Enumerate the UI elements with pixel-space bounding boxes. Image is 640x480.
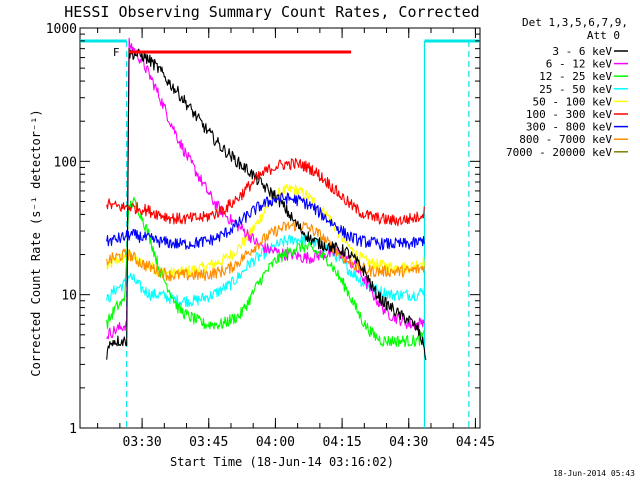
- plot-frame: [79, 27, 481, 429]
- legend-item: 800 - 7000 keV: [519, 133, 628, 146]
- series-line: [106, 47, 427, 361]
- y-tick-label: 1: [69, 422, 77, 437]
- legend-label: 12 - 25 keV: [539, 70, 612, 83]
- series-line: [106, 221, 425, 282]
- series-line: [106, 233, 425, 308]
- legend-header-line-2: Att 0: [587, 29, 620, 42]
- footer-timestamp: 18-Jun-2014 05:43: [553, 469, 635, 478]
- legend-item: 300 - 800 keV: [526, 121, 628, 134]
- legend-header-line-1: Det 1,3,5,6,7,9,: [522, 16, 628, 29]
- legend-label: 300 - 800 keV: [526, 121, 612, 134]
- legend-item: 100 - 300 keV: [526, 108, 628, 121]
- spacecraft-night-markers: [80, 39, 480, 428]
- legend-item: 3 - 6 keV: [552, 45, 628, 58]
- legend-label: 800 - 7000 keV: [519, 133, 612, 146]
- series-layer: [106, 37, 427, 361]
- axes: 1 10 100 1000 03:30 03:45 04:00 04:15 04:30 04:45: [46, 22, 495, 450]
- legend-label: 25 - 50 keV: [539, 83, 612, 96]
- legend-label: 100 - 300 keV: [526, 108, 612, 121]
- x-tick-label: 03:30: [123, 435, 162, 450]
- legend-item: 6 - 12 keV: [546, 58, 628, 71]
- flare-marker: F: [113, 46, 352, 59]
- x-tick-label: 04:00: [256, 435, 295, 450]
- legend-item: 7000 - 20000 keV: [506, 146, 628, 159]
- x-tick-label: 04:45: [456, 435, 495, 450]
- legend-label: 50 - 100 keV: [533, 95, 613, 108]
- series-line: [106, 192, 425, 251]
- legend-label: 3 - 6 keV: [552, 45, 612, 58]
- x-tick-label: 03:45: [189, 435, 228, 450]
- y-tick-label: 10: [61, 289, 77, 304]
- flare-label: F: [113, 46, 120, 59]
- legend-label: 6 - 12 keV: [546, 58, 613, 71]
- legend-item: 12 - 25 keV: [539, 70, 628, 83]
- chart-title: HESSI Observing Summary Count Rates, Cor…: [64, 3, 479, 21]
- y-tick-label: 100: [54, 155, 77, 170]
- series-line: [106, 158, 425, 227]
- y-tick-label: 1000: [46, 22, 77, 37]
- legend-item: 50 - 100 keV: [533, 95, 628, 108]
- x-tick-label: 04:15: [323, 435, 362, 450]
- x-axis-label: Start Time (18-Jun-14 03:16:02): [170, 455, 394, 469]
- y-axis-label: Corrected Count Rate (s⁻¹ detector⁻¹): [29, 109, 43, 376]
- x-tick-label: 04:30: [389, 435, 428, 450]
- legend-item: 25 - 50 keV: [539, 83, 628, 96]
- legend-label: 7000 - 20000 keV: [506, 146, 612, 159]
